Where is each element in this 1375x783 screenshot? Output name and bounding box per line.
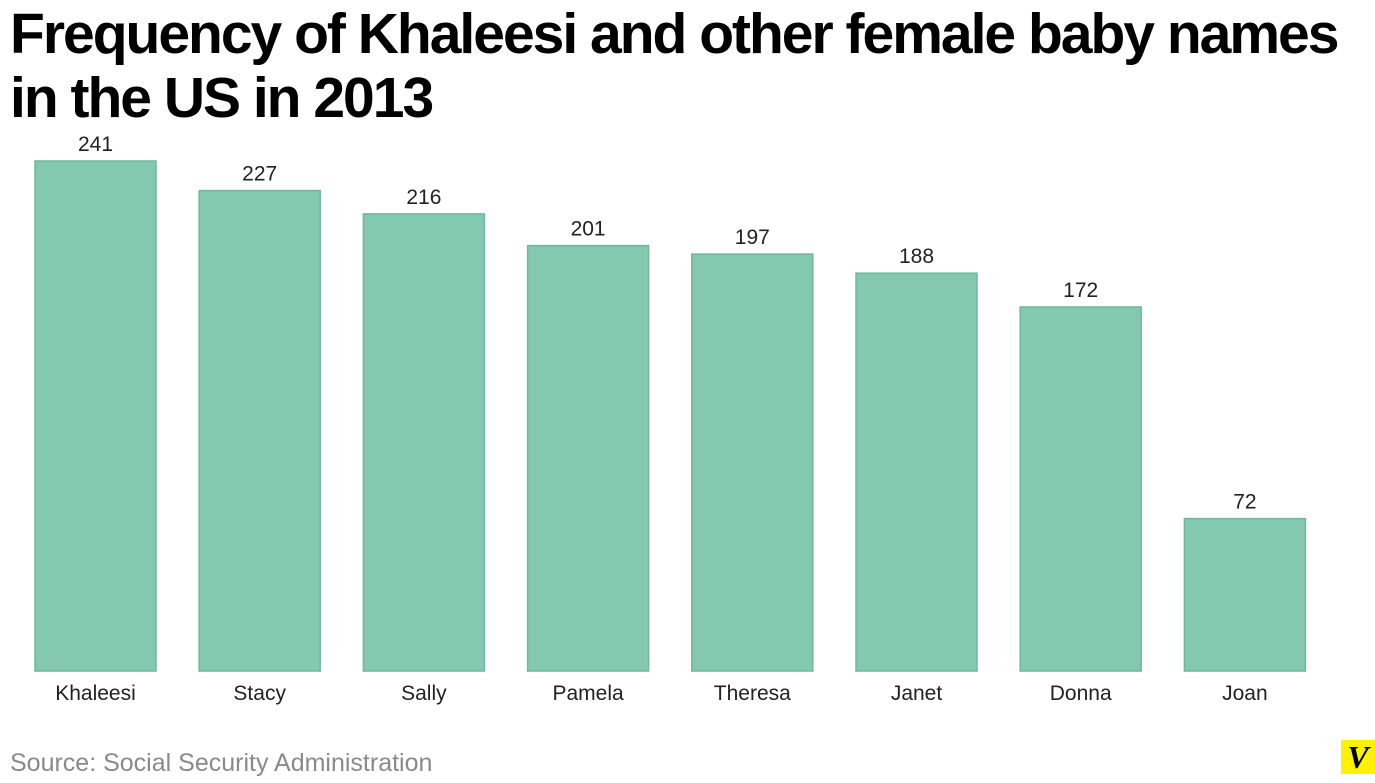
category-label-donna: Donna: [1050, 682, 1112, 705]
bar-sally: [362, 213, 486, 672]
category-label-pamela: Pamela: [552, 682, 624, 705]
category-label-khaleesi: Khaleesi: [55, 682, 136, 705]
source-note: Source: Social Security Administration: [10, 749, 433, 777]
vox-logo-icon: V: [1341, 740, 1375, 774]
value-label-khaleesi: 241: [78, 133, 113, 156]
category-label-theresa: Theresa: [714, 682, 791, 705]
value-label-donna: 172: [1063, 279, 1098, 302]
bar-pamela: [526, 244, 650, 672]
value-label-sally: 216: [406, 186, 441, 209]
category-label-stacy: Stacy: [233, 682, 286, 705]
bar-khaleesi: [34, 160, 157, 672]
category-label-joan: Joan: [1222, 682, 1268, 705]
value-label-joan: 72: [1233, 491, 1256, 514]
chart-title: Frequency of Khaleesi and other female b…: [10, 2, 1339, 130]
bar-stacy: [198, 189, 321, 672]
value-label-pamela: 201: [571, 218, 606, 241]
value-label-stacy: 227: [242, 163, 277, 186]
category-label-janet: Janet: [891, 682, 943, 705]
bar-theresa: [691, 253, 814, 672]
bar-joan: [1183, 517, 1307, 672]
value-label-janet: 188: [899, 245, 934, 268]
category-label-sally: Sally: [401, 682, 447, 705]
bar-donna: [1019, 306, 1142, 672]
value-label-theresa: 197: [735, 226, 770, 249]
bar-janet: [855, 272, 978, 672]
